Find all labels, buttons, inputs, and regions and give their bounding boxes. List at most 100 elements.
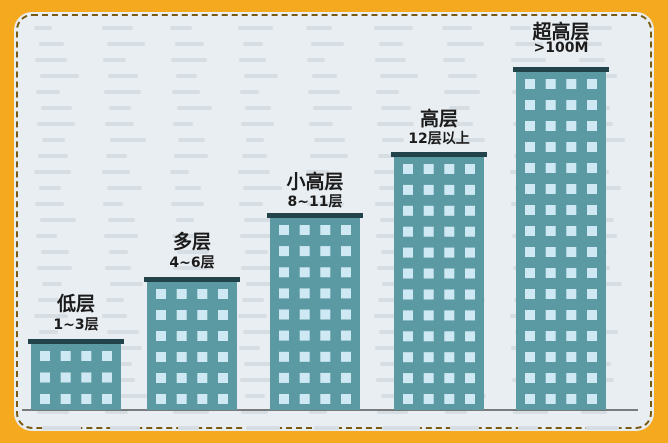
building-roof xyxy=(28,339,124,344)
window xyxy=(587,184,597,194)
background-text-stroke xyxy=(309,122,333,126)
window xyxy=(156,373,166,383)
background-text-stroke xyxy=(244,218,275,222)
background-text-stroke xyxy=(586,426,619,430)
background-text-stroke xyxy=(39,42,64,46)
window xyxy=(423,310,434,321)
background-text-stroke xyxy=(108,74,138,78)
window xyxy=(156,310,166,320)
background-text-stroke xyxy=(311,186,341,190)
window xyxy=(587,100,597,110)
window xyxy=(423,394,434,404)
background-text-stroke xyxy=(239,346,260,350)
window xyxy=(566,226,577,236)
window xyxy=(299,267,310,278)
window xyxy=(444,352,455,363)
window xyxy=(320,225,331,235)
background-text-stroke xyxy=(107,42,145,46)
window xyxy=(40,394,50,404)
background-text-stroke xyxy=(241,410,268,414)
background-text-stroke xyxy=(40,74,79,78)
background-text-stroke xyxy=(309,410,327,414)
window xyxy=(525,184,535,194)
window xyxy=(60,372,71,383)
window xyxy=(299,225,310,235)
background-text-stroke xyxy=(238,26,273,30)
window xyxy=(197,394,208,404)
background-text-stroke xyxy=(307,202,344,206)
window xyxy=(423,247,434,258)
background-text-stroke xyxy=(110,282,143,286)
background-text-stroke xyxy=(41,250,69,254)
window xyxy=(341,351,351,362)
window xyxy=(525,226,535,236)
window xyxy=(525,394,535,404)
window xyxy=(423,352,434,363)
background-text-stroke xyxy=(104,90,141,94)
window xyxy=(341,288,351,299)
window xyxy=(403,268,413,279)
background-text-stroke xyxy=(579,58,605,62)
background-text-stroke xyxy=(307,58,325,62)
window xyxy=(545,331,556,341)
window xyxy=(444,289,455,300)
label-low-rise-range: 1~3层 xyxy=(53,317,99,333)
background-text-stroke xyxy=(41,106,72,110)
window xyxy=(279,246,289,257)
background-text-stroke xyxy=(243,186,282,190)
background-text-stroke xyxy=(170,170,189,174)
window xyxy=(545,79,556,89)
window xyxy=(423,205,434,216)
background-text-stroke xyxy=(447,42,484,46)
window xyxy=(545,352,556,362)
building-roof xyxy=(391,152,487,157)
background-text-stroke xyxy=(245,106,271,110)
window xyxy=(444,268,455,279)
window xyxy=(341,372,351,383)
label-multi-story-name: 多层 xyxy=(172,231,211,253)
background-text-stroke xyxy=(107,186,142,190)
window xyxy=(341,267,351,278)
background-text-stroke xyxy=(178,426,199,430)
background-text-stroke xyxy=(107,330,139,334)
window xyxy=(465,310,475,321)
window xyxy=(444,205,455,216)
window xyxy=(218,289,228,299)
background-text-stroke xyxy=(240,234,278,238)
window xyxy=(525,247,535,257)
window xyxy=(176,310,187,320)
background-text-stroke xyxy=(245,394,265,398)
label-super-high-rise-range: >100M xyxy=(533,40,589,56)
window xyxy=(444,164,455,174)
window xyxy=(299,351,310,362)
window xyxy=(444,226,455,237)
window xyxy=(587,373,597,383)
window xyxy=(587,310,597,320)
building-high-rise xyxy=(391,152,487,410)
background-text-stroke xyxy=(106,154,127,158)
window xyxy=(444,331,455,342)
background-text-stroke xyxy=(170,26,192,30)
background-text-stroke xyxy=(176,218,194,222)
background-text-stroke xyxy=(239,58,266,62)
background-text-stroke xyxy=(103,202,123,206)
window xyxy=(40,372,50,383)
background-text-stroke xyxy=(37,410,69,414)
window xyxy=(587,121,597,131)
window xyxy=(423,268,434,279)
window xyxy=(465,373,475,384)
building-body xyxy=(394,155,484,410)
window xyxy=(423,226,434,237)
background-text-stroke xyxy=(442,26,472,30)
building-super-high-rise xyxy=(513,67,609,410)
background-text-stroke xyxy=(177,250,209,254)
window xyxy=(341,225,351,235)
label-mid-high-rise-range: 8~11层 xyxy=(287,194,343,210)
building-roof xyxy=(513,67,609,72)
window xyxy=(545,100,556,110)
window xyxy=(197,289,208,299)
window xyxy=(525,352,535,362)
background-text-stroke xyxy=(174,154,208,158)
background-text-stroke xyxy=(105,410,128,414)
window xyxy=(587,247,597,257)
